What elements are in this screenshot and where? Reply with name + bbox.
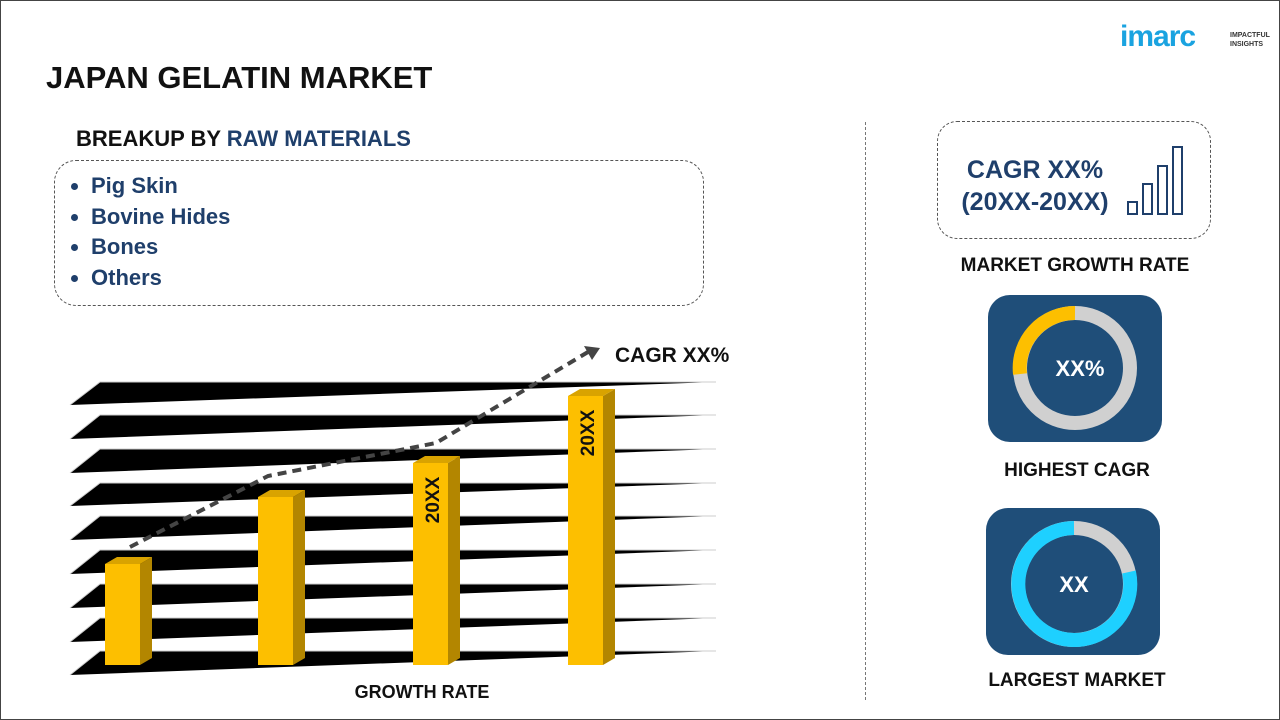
axis-label: GROWTH RATE bbox=[355, 682, 490, 702]
caption: LARGEST MARKET bbox=[988, 670, 1166, 691]
segment-item: Others bbox=[91, 263, 703, 294]
growth-chart: CAGR XX% 20XX 20XX GROWTH RATE bbox=[69, 344, 730, 702]
cagr-label: CAGR XX% bbox=[615, 344, 730, 367]
segment-list: Pig Skin Bovine Hides Bones Others bbox=[55, 171, 703, 293]
bars bbox=[105, 389, 615, 665]
segment-item: Pig Skin bbox=[91, 171, 703, 202]
logo-tagline: INSIGHTS bbox=[1230, 41, 1264, 48]
section-heading: BREAKUP BY RAW MATERIALS bbox=[76, 126, 411, 152]
heading-prefix: BREAKUP BY bbox=[76, 126, 221, 151]
bar-label: 20XX bbox=[423, 476, 444, 523]
arrow-head bbox=[584, 346, 600, 360]
trend-arrow bbox=[129, 350, 590, 549]
largest-market-card: XX bbox=[986, 508, 1160, 655]
cagr-box bbox=[937, 121, 1211, 239]
segment-item: Bones bbox=[91, 232, 703, 263]
divider bbox=[865, 122, 866, 700]
highest-cagr-card: XX% bbox=[988, 295, 1162, 442]
heading-dimension: RAW MATERIALS bbox=[226, 126, 411, 151]
value: XX bbox=[1059, 572, 1089, 597]
value: XX% bbox=[1056, 356, 1105, 381]
caption: MARKET GROWTH RATE bbox=[960, 255, 1190, 276]
cagr-text: CAGR XX% (20XX-20XX) bbox=[950, 154, 1120, 218]
cagr: CAGR XX% bbox=[966, 156, 1104, 184]
bar-label: 20XX bbox=[578, 409, 599, 456]
segment-item: Bovine Hides bbox=[91, 202, 703, 233]
growth-icon bbox=[1127, 146, 1183, 215]
logo: imarc bbox=[1120, 20, 1196, 53]
period: (20XX-20XX) bbox=[961, 188, 1109, 216]
caption: HIGHEST CAGR bbox=[1004, 460, 1150, 481]
title: JAPAN GELATIN MARKET bbox=[46, 60, 433, 95]
logo-tagline: IMPACTFUL bbox=[1230, 32, 1270, 39]
segment-list-box: Pig Skin Bovine Hides Bones Others bbox=[54, 160, 704, 306]
grid bbox=[69, 381, 716, 676]
